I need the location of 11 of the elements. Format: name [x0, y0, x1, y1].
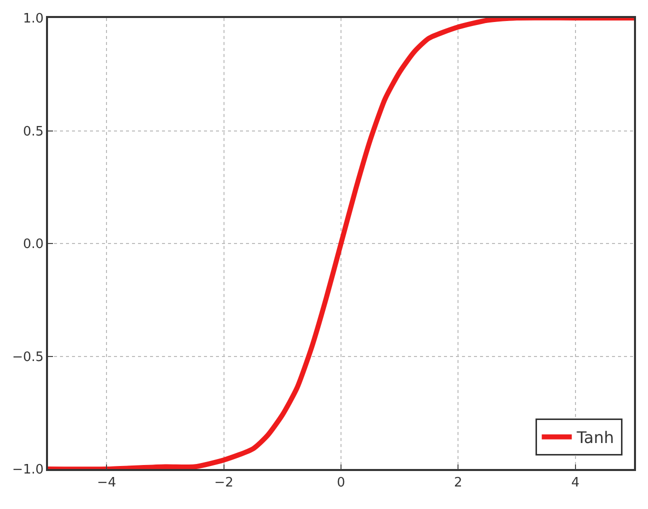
y-tick-label: −0.5 — [12, 350, 44, 365]
x-tick-label: −4 — [97, 475, 116, 490]
y-tick-label: 0.0 — [22, 237, 44, 252]
legend-label: Tanh — [576, 428, 614, 448]
y-tick-label: 0.5 — [22, 124, 44, 140]
x-tick-label: 2 — [454, 475, 462, 490]
x-tick-label: 4 — [571, 475, 580, 490]
x-tick-label: −2 — [214, 475, 234, 490]
y-tick-label: −1.0 — [12, 462, 44, 478]
y-tick-label: 1.0 — [22, 12, 44, 27]
x-tick-label: 0 — [336, 475, 346, 490]
